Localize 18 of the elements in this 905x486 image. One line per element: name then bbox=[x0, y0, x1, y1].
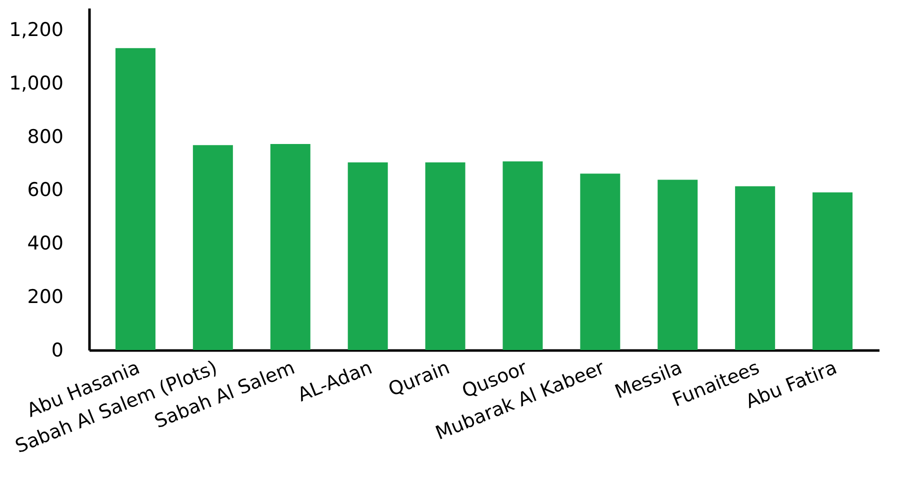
bar bbox=[348, 162, 388, 350]
y-tick-label: 800 bbox=[27, 126, 64, 148]
y-tick-label: 1,200 bbox=[9, 18, 64, 41]
bar bbox=[192, 145, 233, 350]
bar bbox=[812, 192, 853, 350]
y-tick-label: 1,000 bbox=[9, 72, 64, 94]
bar bbox=[270, 144, 310, 350]
y-tick-label: 200 bbox=[27, 286, 64, 308]
y-tick-label: 400 bbox=[27, 232, 64, 255]
x-tick-label: Qurain bbox=[385, 356, 453, 401]
bar bbox=[658, 180, 698, 350]
bar bbox=[735, 186, 776, 350]
bar bbox=[425, 162, 466, 350]
y-tick-label: 600 bbox=[27, 179, 64, 202]
bar bbox=[502, 161, 543, 350]
bar bbox=[115, 48, 156, 350]
y-tick-label: 0 bbox=[51, 340, 64, 362]
bar bbox=[580, 174, 620, 350]
